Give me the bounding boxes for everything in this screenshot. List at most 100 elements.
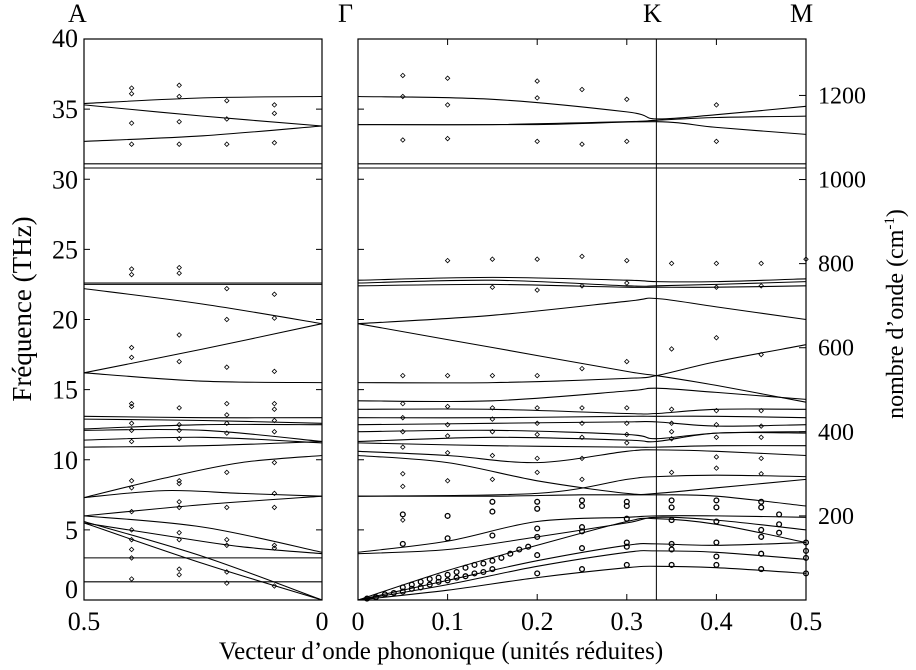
data-point-right-diamond-37 <box>534 138 540 145</box>
data-point-right-diamond-7 <box>400 372 406 379</box>
data-point-left-diamond-65 <box>271 406 278 413</box>
data-point-right-diamond-71 <box>713 334 720 341</box>
y-axis-label-right: nombre d’onde (cm-1) <box>882 209 909 419</box>
data-point-right-circle-14 <box>489 566 496 573</box>
data-point-right-diamond-12 <box>444 449 451 456</box>
dispersion-branch-left-5 <box>83 515 323 553</box>
data-point-left-diamond-49 <box>224 412 230 418</box>
data-point-left-diamond-67 <box>271 368 278 375</box>
data-point-left-diamond-35 <box>176 270 182 276</box>
data-point-right-diamond-51 <box>624 431 630 438</box>
y-tick-label-left-3: 15 <box>52 376 78 405</box>
data-point-left-diamond-23 <box>176 536 182 543</box>
data-point-left-diamond-13 <box>128 354 135 361</box>
data-point-right-circle-58 <box>668 517 675 524</box>
data-point-left-diamond-40 <box>176 82 182 89</box>
data-point-right-diamond-9 <box>400 93 406 100</box>
dispersion-branch-right-15 <box>357 408 807 415</box>
data-point-right-diamond-18 <box>444 135 451 142</box>
data-point-right-diamond-32 <box>534 420 540 427</box>
data-point-right-diamond-65 <box>668 260 675 267</box>
data-point-right-diamond-36 <box>534 256 540 262</box>
data-point-left-diamond-57 <box>271 583 278 589</box>
axis-ticks: 0 5 10 15 20 25 30 35 40 200 400 600 800 1000 1200 0.5 0… <box>52 24 866 636</box>
data-point-right-circle-33 <box>444 512 451 519</box>
data-point-right-circle-43 <box>578 566 586 573</box>
data-point-left-diamond-66 <box>271 400 278 407</box>
data-point-left-diamond-42 <box>224 569 230 575</box>
dispersion-branch-right-22 <box>357 344 807 384</box>
data-point-right-circle-35 <box>489 508 496 515</box>
point-label-k: K <box>643 0 662 28</box>
data-point-right-circle-70 <box>758 526 765 533</box>
y-axis-label-right-main: nombre d’onde (cm <box>883 229 909 419</box>
right-panel-gamma-k-m <box>357 38 810 602</box>
data-point-right-diamond-82 <box>758 283 764 289</box>
left-panel-a-gamma <box>83 38 323 601</box>
data-point-right-diamond-34 <box>534 372 540 379</box>
data-point-right-diamond-60 <box>668 435 675 442</box>
data-point-right-circle-42 <box>534 498 541 505</box>
dispersion-branch-left-10 <box>83 436 323 444</box>
data-point-left-diamond-20 <box>128 85 135 91</box>
dispersion-branch-right-19 <box>357 283 807 288</box>
data-point-right-circle-64 <box>713 518 720 525</box>
dispersion-branch-right-26 <box>357 95 807 120</box>
data-point-right-circle-30 <box>399 540 406 547</box>
data-point-left-diamond-34 <box>176 332 182 338</box>
data-point-right-diamond-26 <box>489 372 496 379</box>
dispersion-branch-right-27 <box>357 121 807 135</box>
data-point-right-diamond-25 <box>489 405 496 411</box>
data-point-right-diamond-75 <box>713 102 720 108</box>
data-point-right-diamond-83 <box>758 260 764 267</box>
data-point-right-diamond-4 <box>400 428 406 435</box>
y-tick-label-right-4: 1000 <box>818 168 866 194</box>
data-point-right-diamond-35 <box>534 287 540 293</box>
data-point-left-diamond-12 <box>128 400 135 407</box>
y-tick-label-right-5: 1200 <box>818 83 866 109</box>
data-point-right-circle-2 <box>381 591 388 598</box>
data-point-left-diamond-38 <box>176 118 182 125</box>
data-point-right-circle-11 <box>462 573 469 580</box>
data-point-right-circle-61 <box>713 561 720 568</box>
x-tick-label-right-1: 0.1 <box>431 607 464 636</box>
dispersion-branch-left-24 <box>83 95 323 105</box>
data-point-right-diamond-15 <box>444 403 451 410</box>
data-point-right-circle-9 <box>444 577 451 584</box>
data-point-right-circle-54 <box>623 498 630 505</box>
data-point-left-diamond-25 <box>176 504 182 511</box>
data-point-right-diamond-33 <box>534 405 540 411</box>
data-point-right-diamond-63 <box>668 406 675 413</box>
data-point-right-diamond-67 <box>713 454 720 460</box>
data-point-right-circle-3 <box>390 589 397 597</box>
data-point-left-diamond-36 <box>176 264 182 271</box>
data-point-right-diamond-53 <box>624 405 630 411</box>
data-point-left-diamond-14 <box>128 344 135 351</box>
data-point-left-diamond-53 <box>224 285 230 292</box>
data-point-right-diamond-44 <box>579 405 585 411</box>
data-point-left-diamond-59 <box>271 542 278 549</box>
y-tick-label-left-6: 30 <box>52 165 78 194</box>
dispersion-branch-left-3 <box>83 520 323 601</box>
data-point-right-diamond-11 <box>444 478 451 484</box>
y-tick-label-left-5: 25 <box>52 235 78 264</box>
data-point-right-diamond-56 <box>624 257 630 264</box>
data-point-right-diamond-29 <box>534 469 540 476</box>
data-point-right-circle-22 <box>462 564 469 571</box>
x-tick-label-left-1: 0 <box>316 607 329 636</box>
data-point-left-diamond-28 <box>176 478 182 484</box>
data-point-right-circle-46 <box>578 524 586 531</box>
data-point-left-diamond-47 <box>224 430 230 436</box>
dispersion-branch-left-6 <box>83 495 323 517</box>
data-point-right-circle-0 <box>363 595 371 602</box>
dispersion-branch-left-2 <box>83 522 323 601</box>
dispersion-branch-right-4 <box>357 516 807 555</box>
x-tick-label-right-2: 0.2 <box>521 607 554 636</box>
data-point-left-diamond-54 <box>224 141 230 147</box>
data-point-right-diamond-45 <box>579 365 585 372</box>
data-point-right-circle-68 <box>758 550 765 557</box>
dispersion-branch-left-23 <box>83 104 323 127</box>
data-point-right-diamond-46 <box>579 283 585 289</box>
data-point-right-circle-23 <box>471 561 478 568</box>
